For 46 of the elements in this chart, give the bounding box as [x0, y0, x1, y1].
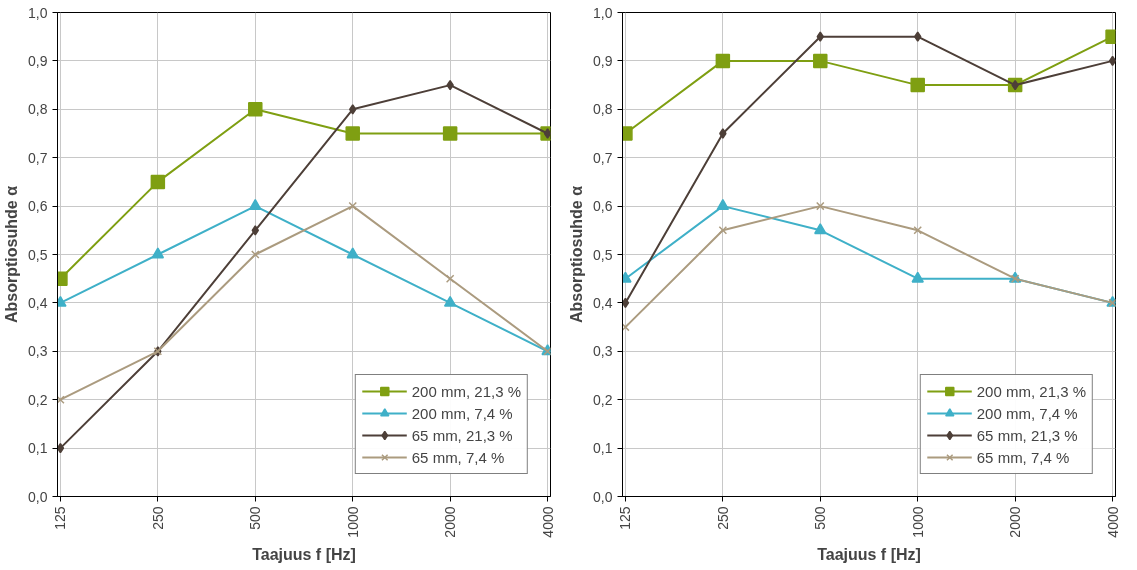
x-tick-label: 2000 — [1007, 506, 1024, 538]
x-tick-label: 250 — [714, 506, 731, 530]
y-tick-label: 0,5 — [28, 246, 48, 263]
legend-label: 65 mm, 21,3 % — [976, 426, 1078, 444]
x-tick-label: 500 — [247, 506, 264, 530]
x-tick-label: 4000 — [1104, 506, 1121, 538]
x-tick-label: 125 — [617, 506, 634, 530]
y-tick-label: 0,6 — [28, 198, 48, 215]
y-tick-label: 0,7 — [593, 149, 613, 166]
x-tick-label: 2000 — [442, 506, 459, 538]
legend-label: 65 mm, 7,4 % — [976, 448, 1070, 466]
x-axis-title: Taajuus f [Hz] — [817, 545, 921, 563]
legend-label: 200 mm, 21,3 % — [411, 382, 521, 400]
y-axis-title: Absorptiosuhde α — [3, 185, 21, 323]
y-tick-label: 0,8 — [593, 101, 613, 118]
y-tick-label: 0,3 — [28, 343, 48, 360]
y-tick-label: 0,9 — [28, 52, 48, 69]
y-tick-label: 0,1 — [28, 440, 48, 457]
x-tick-label: 4000 — [539, 506, 556, 538]
x-tick-label: 1000 — [344, 506, 361, 538]
y-tick-label: 0,0 — [593, 488, 613, 505]
x-tick-label: 500 — [812, 506, 829, 530]
y-tick-label: 0,4 — [28, 294, 48, 311]
y-tick-label: 1,0 — [28, 4, 48, 21]
y-tick-label: 0,6 — [593, 198, 613, 215]
x-tick-label: 1000 — [909, 506, 926, 538]
y-axis-title: Absorptiosuhde α — [568, 185, 586, 323]
legend-label: 200 mm, 7,4 % — [976, 404, 1078, 422]
y-tick-label: 0,3 — [593, 343, 613, 360]
y-tick-label: 0,1 — [593, 440, 613, 457]
y-tick-label: 0,9 — [593, 52, 613, 69]
y-tick-label: 0,2 — [28, 391, 48, 408]
y-tick-label: 0,0 — [28, 488, 48, 505]
legend-label: 65 mm, 7,4 % — [411, 448, 505, 466]
x-axis-title: Taajuus f [Hz] — [252, 545, 356, 563]
x-tick-label: 250 — [149, 506, 166, 530]
y-tick-label: 0,4 — [593, 294, 613, 311]
y-tick-label: 0,7 — [28, 149, 48, 166]
x-tick-label: 125 — [52, 506, 69, 530]
y-tick-label: 0,8 — [28, 101, 48, 118]
y-tick-label: 1,0 — [593, 4, 613, 21]
legend-label: 65 mm, 21,3 % — [411, 426, 513, 444]
y-tick-label: 0,5 — [593, 246, 613, 263]
legend-label: 200 mm, 21,3 % — [976, 382, 1086, 400]
legend-label: 200 mm, 7,4 % — [411, 404, 513, 422]
y-tick-label: 0,2 — [593, 391, 613, 408]
